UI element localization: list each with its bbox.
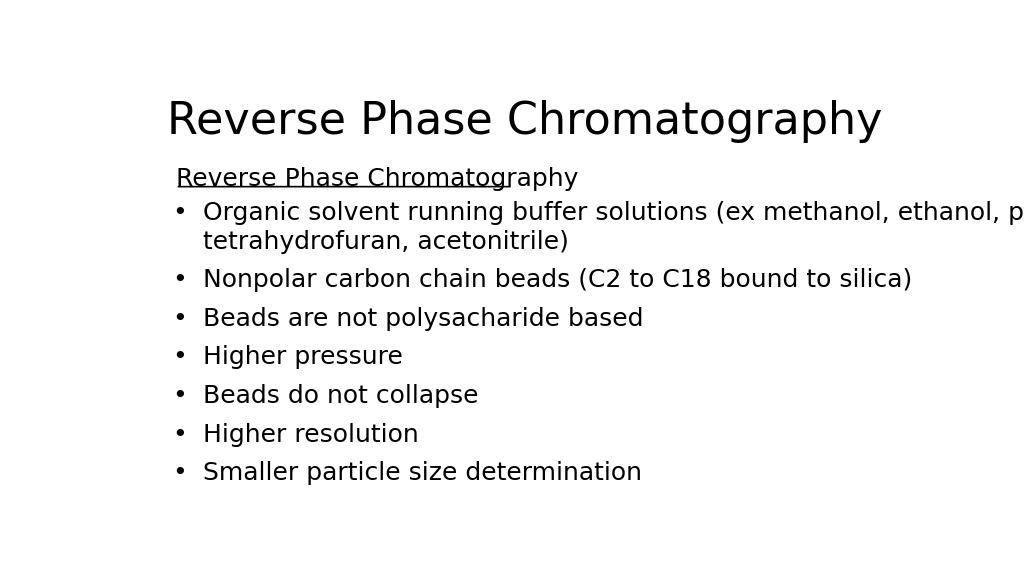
Text: •: •: [172, 268, 187, 292]
Text: Organic solvent running buffer solutions (ex methanol, ethanol, propanol,: Organic solvent running buffer solutions…: [204, 201, 1024, 225]
Text: Higher resolution: Higher resolution: [204, 423, 419, 446]
Text: Reverse Phase Chromatography: Reverse Phase Chromatography: [167, 100, 883, 143]
Text: •: •: [172, 423, 187, 446]
Text: Nonpolar carbon chain beads (C2 to C18 bound to silica): Nonpolar carbon chain beads (C2 to C18 b…: [204, 268, 912, 292]
Text: tetrahydrofuran, acetonitrile): tetrahydrofuran, acetonitrile): [204, 230, 569, 253]
Text: Smaller particle size determination: Smaller particle size determination: [204, 461, 642, 485]
Text: Reverse Phase Chromatography: Reverse Phase Chromatography: [176, 166, 578, 191]
Text: Higher pressure: Higher pressure: [204, 346, 403, 369]
Text: •: •: [172, 346, 187, 369]
Text: •: •: [172, 461, 187, 485]
Text: Beads do not collapse: Beads do not collapse: [204, 384, 479, 408]
Text: •: •: [172, 201, 187, 225]
Text: Beads are not polysacharide based: Beads are not polysacharide based: [204, 307, 644, 331]
Text: •: •: [172, 307, 187, 331]
Text: •: •: [172, 384, 187, 408]
